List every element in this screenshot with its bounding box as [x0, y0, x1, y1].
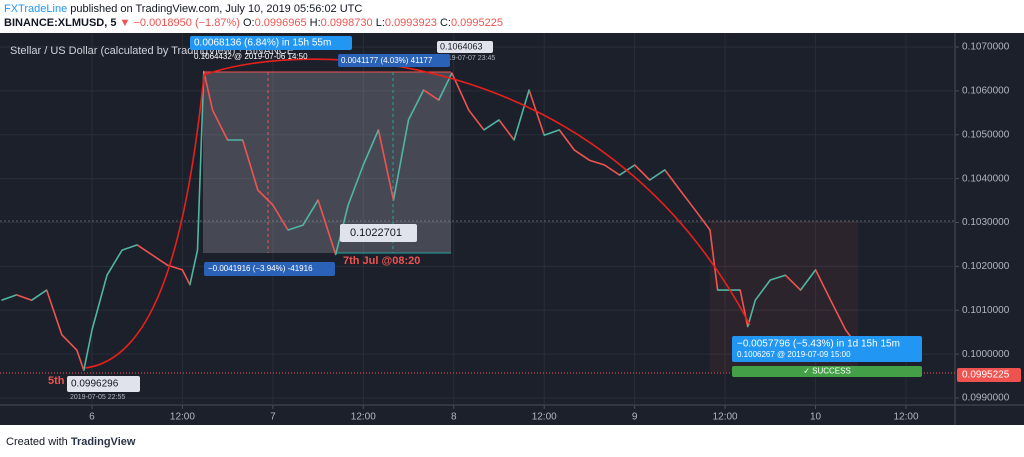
- label-box: [67, 376, 140, 392]
- annotation: 5th: [48, 375, 65, 387]
- published: published on TradingView.com, July 10, 2…: [70, 3, 362, 15]
- open-label: O:: [243, 17, 255, 29]
- annotation: 0.0068136 (6.84%) in 15h 55m: [194, 38, 331, 49]
- label-box: [204, 262, 335, 276]
- x-tick-label: 9: [632, 412, 638, 423]
- label-box: [190, 36, 352, 50]
- change: −0.0018950 (−1.87%): [133, 17, 239, 29]
- low-label: L:: [376, 17, 385, 29]
- y-tick-label: 0.0990000: [962, 393, 1010, 404]
- annotation: 0.1006267 @ 2019-07-09 15:00: [737, 350, 851, 359]
- y-tick-label: 0.1030000: [962, 217, 1010, 228]
- annotation: 7th Jul @08:20: [343, 255, 420, 267]
- y-tick-label: 0.1000000: [962, 349, 1010, 360]
- x-tick-label: 12:00: [532, 412, 557, 423]
- y-tick-label: 0.1040000: [962, 173, 1010, 184]
- symbol: BINANCE:XLMUSD, 5: [4, 17, 116, 29]
- last-price-label: 0.0995225: [962, 370, 1010, 381]
- x-tick-label: 12:00: [893, 412, 918, 423]
- header-bg: [0, 0, 1024, 33]
- header-line: FXTradeLine published on TradingView.com…: [4, 3, 362, 15]
- author[interactable]: FXTradeLine: [4, 3, 67, 15]
- open: 0.0996965: [255, 17, 307, 29]
- x-tick-label: 8: [451, 412, 457, 423]
- quote-line: BINANCE:XLMUSD, 5 ▼ −0.0018950 (−1.87%) …: [4, 17, 503, 29]
- annotation: 0.0996296: [71, 379, 119, 390]
- footer: Created with TradingView: [6, 436, 136, 448]
- annotation: 2019-07-07 23:45: [440, 55, 495, 62]
- y-tick-label: 0.1060000: [962, 86, 1010, 97]
- close-label: C:: [440, 17, 451, 29]
- brand[interactable]: TradingView: [71, 436, 136, 448]
- arrow: ▼: [120, 17, 131, 29]
- annotation: −0.0041916 (−3.94%) -41916: [208, 264, 313, 273]
- high-label: H:: [310, 17, 321, 29]
- label-box: [340, 224, 417, 242]
- label-box: [338, 54, 450, 67]
- annotation: 0.1022701: [350, 227, 402, 239]
- annotation: 0.1064432 @ 2019-07-06 14:50: [194, 52, 308, 61]
- label-box: [732, 336, 922, 362]
- annotation: 0.1064063: [440, 41, 483, 51]
- x-tick-label: 6: [89, 412, 95, 423]
- y-tick-label: 0.1010000: [962, 305, 1010, 316]
- y-tick-label: 0.1070000: [962, 42, 1010, 53]
- annotation: 0.0041177 (4.03%) 41177: [341, 56, 433, 65]
- high: 0.0998730: [321, 17, 373, 29]
- annotation: −0.0057796 (−5.43%) in 1d 15h 15m: [737, 339, 900, 350]
- created: Created with: [6, 436, 68, 448]
- price-line: [1, 70, 854, 372]
- x-tick-label: 12:00: [713, 412, 738, 423]
- x-tick-label: 12:00: [351, 412, 376, 423]
- close: 0.0995225: [451, 17, 503, 29]
- y-tick-label: 0.1050000: [962, 129, 1010, 140]
- annotation: 2019-07-05 22:55: [70, 394, 125, 401]
- last-price-box: [957, 368, 1021, 383]
- y-tick-label: 0.1020000: [962, 261, 1010, 272]
- footer-bg: [0, 425, 1024, 457]
- x-tick-label: 10: [810, 412, 822, 423]
- annotation: ✓ SUCCESS: [803, 367, 851, 376]
- trend-arc: [84, 58, 751, 369]
- success-bar: [732, 366, 922, 377]
- x-tick-label: 12:00: [170, 412, 195, 423]
- measure-zone: [203, 72, 451, 253]
- label-box: [437, 41, 493, 53]
- x-tick-label: 7: [270, 412, 276, 423]
- low: 0.0993923: [385, 17, 437, 29]
